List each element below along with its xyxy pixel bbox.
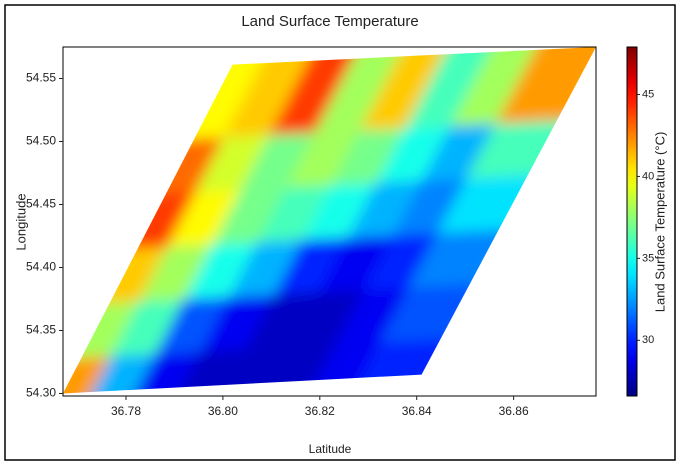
colorbar-tick-label: 40 [642,170,654,182]
x-tick-label: 36.86 [499,404,529,418]
colorbar-tick-label: 30 [642,334,654,346]
y-tick-label: 54.30 [26,386,56,400]
x-axis-label: Latitude [309,442,352,456]
colorbar [627,47,637,396]
colorbar-tick-label: 35 [642,252,654,264]
colorbar-label: Land Surface Temperature (°C) [652,132,667,313]
x-tick-label: 36.78 [111,404,141,418]
chart: Land Surface Temperature Latitude Longit… [0,0,681,466]
y-tick-label: 54.40 [26,260,56,274]
y-tick-label: 54.50 [26,134,56,148]
heatmap-cells [37,27,622,413]
x-tick-label: 36.84 [402,404,432,418]
colorbar-tick-label: 45 [642,88,654,100]
y-tick-label: 54.55 [26,71,56,85]
y-tick-label: 54.45 [26,197,56,211]
x-tick-label: 36.80 [208,404,238,418]
x-tick-label: 36.82 [305,404,335,418]
heatmap-area [37,27,622,413]
y-tick-label: 54.35 [26,323,56,337]
chart-title: Land Surface Temperature [241,13,418,30]
